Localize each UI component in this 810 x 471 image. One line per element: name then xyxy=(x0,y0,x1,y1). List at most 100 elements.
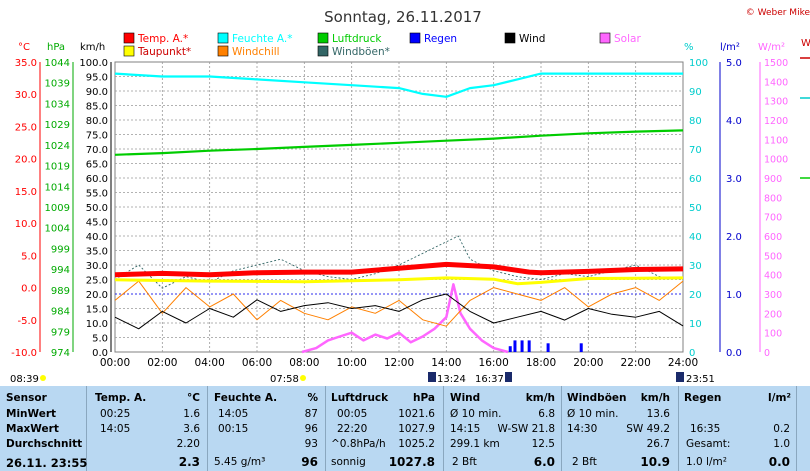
cell: 16:35 xyxy=(690,423,721,435)
solar-tick: 800 xyxy=(764,193,782,204)
humidity-tick: 90 xyxy=(689,87,702,98)
rain-bar xyxy=(546,343,550,352)
pressure-tick: 999 xyxy=(51,244,70,255)
rain-bar xyxy=(579,343,583,352)
stats-table: Sensor Temp. A. °C Feuchte A. % Luftdruc… xyxy=(0,386,810,471)
hdr-wind-unit: km/h xyxy=(525,392,555,404)
cell-current: 6.0 xyxy=(533,455,555,469)
humidity-tick: 10 xyxy=(689,319,702,330)
wind-tick: 70.0 xyxy=(86,145,108,156)
cell: 96 xyxy=(304,423,318,435)
cell-current: 10.9 xyxy=(640,455,670,469)
x-tick-label: 24:00 xyxy=(668,357,698,369)
series-windchill xyxy=(114,280,684,327)
legend-label: Windböen* xyxy=(332,46,390,58)
cell: 13.6 xyxy=(646,408,670,420)
moon2-time: 23:51 xyxy=(686,374,715,385)
sun-icon xyxy=(300,375,306,381)
cell: 87 xyxy=(304,408,318,420)
humidity-tick: 100 xyxy=(689,58,708,69)
wind-tick: 20.0 xyxy=(86,290,108,301)
legend-label: Wind xyxy=(519,33,545,45)
legend-swatch xyxy=(217,45,229,57)
cell: 299.1 km xyxy=(450,438,500,450)
solar-tick: 100 xyxy=(764,329,782,340)
row-label-current: 26.11. 23:55 xyxy=(6,456,88,470)
hdr-gusts: Windböen xyxy=(567,392,627,404)
solar-tick: 1100 xyxy=(764,135,788,146)
weather-chart: Sonntag, 26.11.2017 © Weber Mike Temp. A… xyxy=(10,8,810,385)
x-tick-label: 20:00 xyxy=(573,357,603,369)
legend-swatch xyxy=(123,32,135,44)
legend-label: Solar xyxy=(614,33,641,45)
rain-tick: 5.0 xyxy=(726,58,742,69)
cell: 1025.2 xyxy=(398,438,435,450)
humidity-tick: 50 xyxy=(689,203,702,214)
wind-tick: 5.0 xyxy=(92,334,108,345)
cell: 14:30 xyxy=(567,423,598,435)
wind-tick: 55.0 xyxy=(86,189,108,200)
x-tick-label: 14:00 xyxy=(431,357,461,369)
cell: 1027.9 xyxy=(398,423,435,435)
cell: 14:05 xyxy=(218,408,249,420)
hdr-gusts-unit: km/h xyxy=(640,392,670,404)
humidity-tick: 0 xyxy=(689,348,695,359)
moon-icon xyxy=(676,372,684,382)
hdr-pressure: Luftdruck xyxy=(331,392,389,404)
rain-tick: 2.0 xyxy=(726,232,742,243)
wind-tick: 65.0 xyxy=(86,160,108,171)
cell: 14:05 xyxy=(100,423,131,435)
cell: 1021.6 xyxy=(398,408,435,420)
wind-tick: 85.0 xyxy=(86,102,108,113)
cell: 00:25 xyxy=(100,408,131,420)
cell: 2 Bft xyxy=(452,456,477,468)
cell: 1.6 xyxy=(183,408,200,420)
legend-label: Windchill xyxy=(232,46,280,58)
solar-tick: 500 xyxy=(764,251,782,262)
series-wind xyxy=(114,293,684,330)
cell: 1.0 xyxy=(773,438,790,450)
wind-tick: 95.0 xyxy=(86,73,108,84)
pressure-tick: 1024 xyxy=(45,141,70,152)
solar-tick: 0 xyxy=(764,348,770,359)
unit-rain: l/m² xyxy=(720,42,740,53)
wind-tick: 50.0 xyxy=(86,203,108,214)
cell: 12.5 xyxy=(531,438,555,450)
cell: 2 Bft xyxy=(572,456,597,468)
x-tick-label: 06:00 xyxy=(242,357,272,369)
wind-tick: 30.0 xyxy=(86,261,108,272)
rain-bar xyxy=(513,340,517,352)
rain-tick: 4.0 xyxy=(726,116,742,127)
wind-tick: 10.0 xyxy=(86,319,108,330)
plot-area xyxy=(114,61,684,353)
x-tick-label: 22:00 xyxy=(621,357,651,369)
pressure-tick: 1034 xyxy=(45,99,70,110)
cell: 6.8 xyxy=(538,408,555,420)
solar-tick: 1500 xyxy=(764,58,788,69)
legend-label: Luftdruck xyxy=(332,33,382,45)
temp-tick: 15.0 xyxy=(15,187,37,198)
hdr-temp-unit: °C xyxy=(187,392,200,404)
legend-swatch xyxy=(504,32,516,44)
wind-tick: 45.0 xyxy=(86,218,108,229)
cell: 26.7 xyxy=(646,438,670,450)
cell: Gesamt: xyxy=(686,438,731,450)
cell: W-SW 21.8 xyxy=(497,423,555,435)
axis-unit-labels: °C hPa km/h% l/m² W/m² W xyxy=(18,38,810,53)
pressure-tick: 979 xyxy=(51,327,70,338)
pressure-tick: 1044 xyxy=(45,58,70,69)
hdr-wind: Wind xyxy=(450,392,481,404)
series-taupunkt xyxy=(114,276,684,286)
pressure-tick: 1029 xyxy=(45,120,70,131)
pressure-tick: 1009 xyxy=(45,203,70,214)
series-luftdruck xyxy=(114,129,684,156)
cell: 5.45 g/m³ xyxy=(214,456,266,468)
legend-label: Taupunkt* xyxy=(137,46,191,58)
pressure-tick: 974 xyxy=(51,348,70,359)
cell-current: 96 xyxy=(301,455,318,469)
cell: 00:05 xyxy=(337,408,368,420)
temp-tick: 5.0 xyxy=(21,251,37,262)
solar-tick: 600 xyxy=(764,232,782,243)
solar-tick: 1400 xyxy=(764,77,788,88)
legend-swatch xyxy=(217,32,229,44)
